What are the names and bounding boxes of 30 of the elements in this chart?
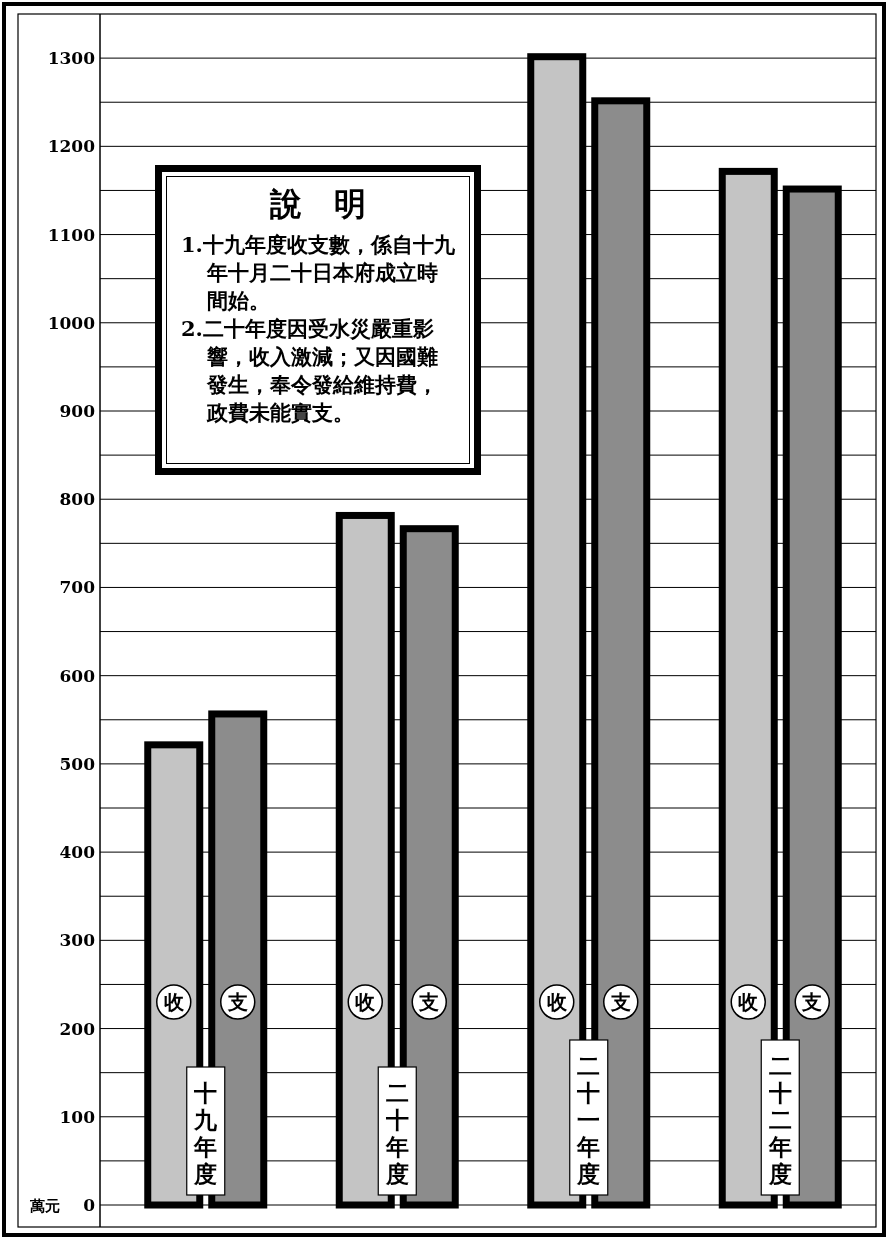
text: 收 <box>546 990 567 1015</box>
text: 支 <box>610 990 631 1015</box>
x-tick-label: 十九年度 <box>193 1079 219 1187</box>
y-tick-label: 1100 <box>47 224 96 245</box>
y-tick-label: 1000 <box>47 312 96 333</box>
text: 收 <box>738 990 759 1015</box>
y-tick-label: 200 <box>59 1018 96 1039</box>
y-tick-label: 600 <box>59 665 96 686</box>
y-tick-label: 700 <box>59 577 96 598</box>
y-tick-label: 100 <box>59 1106 96 1127</box>
y-tick-label: 800 <box>59 489 96 510</box>
y-tick-label: 500 <box>59 753 96 774</box>
legend-label: 支 <box>226 990 248 1015</box>
y-tick-label: 0 <box>83 1195 96 1215</box>
x-tick-label: 二十年度 <box>384 1079 409 1187</box>
x-tick-label: 二十二年度 <box>767 1052 792 1187</box>
annotation: 1.十九年度收支數，係自十九年十月二十日本府成立時間始。 <box>181 231 455 315</box>
y-tick-label: 1300 <box>47 48 96 69</box>
x-tick-label: 二十一年度 <box>576 1052 601 1187</box>
annotation: 說 明 <box>269 184 367 225</box>
y-tick-label: 300 <box>59 930 96 951</box>
text: 支 <box>802 990 823 1015</box>
text: 支 <box>419 990 440 1015</box>
y-tick-label: 900 <box>59 401 96 421</box>
text: 收 <box>355 990 376 1015</box>
y-tick-label: 400 <box>59 842 96 863</box>
annotation: 2.二十年度因受水災嚴重影響，收入激減；又因國難發生，奉令發給維持費，政費未能實支。 <box>181 315 439 427</box>
y-tick-label: 1200 <box>47 136 96 157</box>
series-label: 收 <box>163 990 185 1015</box>
y-axis-title: 萬元 <box>29 1197 60 1215</box>
